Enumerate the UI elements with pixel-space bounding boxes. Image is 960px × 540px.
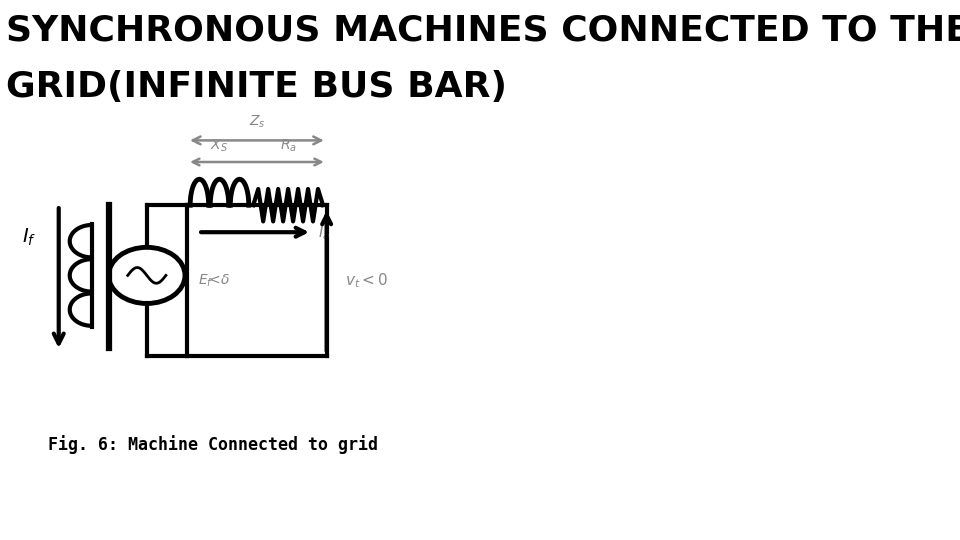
Text: $X_S$: $X_S$ [210,138,228,154]
Text: $E_f\!\!<\!\delta$: $E_f\!\!<\!\delta$ [198,273,231,289]
Text: GRID(INFINITE BUS BAR): GRID(INFINITE BUS BAR) [6,70,507,104]
Text: $I_a$: $I_a$ [318,223,330,241]
Text: $I_f$: $I_f$ [22,227,36,248]
Text: $Z_s$: $Z_s$ [249,113,265,130]
Text: $v_t < 0$: $v_t < 0$ [345,272,388,290]
Text: SYNCHRONOUS MACHINES CONNECTED TO THE: SYNCHRONOUS MACHINES CONNECTED TO THE [6,14,960,48]
Text: $R_a$: $R_a$ [279,138,297,154]
Text: Fig. 6: Machine Connected to grid: Fig. 6: Machine Connected to grid [48,435,377,454]
